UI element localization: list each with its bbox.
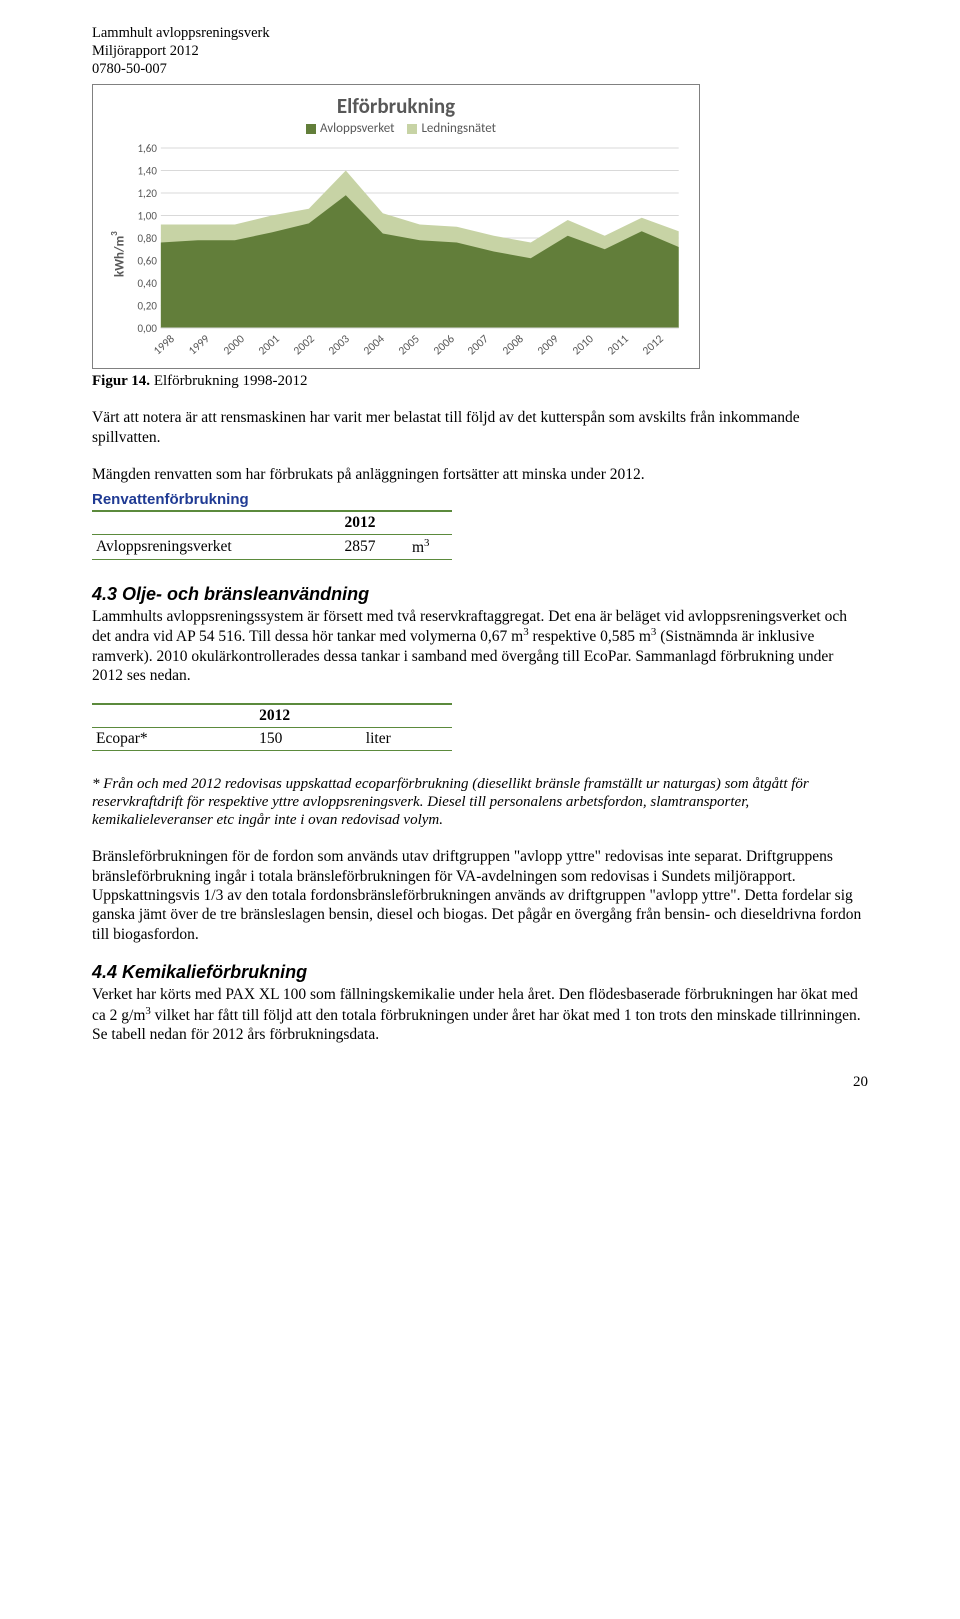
section-4-3-text: Lammhults avloppsreningssystem är förset…	[92, 607, 868, 686]
chart-plot: 0,00 0,20 0,40 0,60 0,80 1,00 1,20 1,40 1,60	[127, 144, 685, 334]
paragraph-2: Mängden renvatten som har förbrukats på …	[92, 465, 868, 484]
table1-title: Renvattenförbrukning	[92, 491, 868, 508]
header-line-2: Miljörapport 2012	[92, 42, 868, 60]
chart-ylabel: kWh/m3	[107, 144, 127, 364]
table-ecopar: 2012 Ecopar* 150 liter	[92, 703, 452, 751]
svg-text:0,40: 0,40	[138, 277, 158, 290]
table1-unit: m3	[408, 534, 452, 559]
legend-label-2: Ledningsnätet	[421, 121, 496, 136]
table2-footnote: * Från och med 2012 redovisas uppskattad…	[92, 775, 868, 829]
table2-value: 150	[255, 728, 362, 751]
section-4-3-heading: 4.3 Olje- och bränsleanvändning	[92, 584, 868, 605]
chart-xlabels: 1998199920002001200220032004200520062007…	[127, 334, 685, 364]
figure-caption-label: Figur 14.	[92, 373, 150, 389]
legend-swatch-1	[306, 124, 316, 134]
section-4-4-text: Verket har körts med PAX XL 100 som fäll…	[92, 985, 868, 1044]
table2-year: 2012	[255, 704, 362, 728]
figure-caption-text: Elförbrukning 1998-2012	[150, 373, 307, 389]
svg-text:1,60: 1,60	[138, 144, 158, 155]
svg-text:1,00: 1,00	[138, 210, 158, 223]
section-4-4-heading: 4.4 Kemikalieförbrukning	[92, 962, 868, 983]
paragraph-3: Bränsleförbrukningen för de fordon som a…	[92, 847, 868, 944]
table2-rowlabel: Ecopar*	[92, 728, 255, 751]
svg-text:0,20: 0,20	[138, 300, 158, 313]
svg-text:1,20: 1,20	[138, 187, 158, 200]
chart-title: Elförbrukning	[107, 93, 685, 119]
legend-label-1: Avloppsverket	[320, 121, 394, 136]
table1-rowlabel: Avloppsreningsverket	[92, 534, 341, 559]
chart-legend: Avloppsverket Ledningsnätet	[107, 121, 685, 136]
svg-text:0,80: 0,80	[138, 232, 158, 245]
header-line-1: Lammhult avloppsreningsverk	[92, 24, 868, 42]
chart-container: Elförbrukning Avloppsverket Ledningsnäte…	[92, 84, 700, 369]
paragraph-1: Värt att notera är att rensmaskinen har …	[92, 408, 868, 447]
legend-swatch-2	[407, 124, 417, 134]
svg-text:0,00: 0,00	[138, 322, 158, 334]
figure-caption: Figur 14. Elförbrukning 1998-2012	[92, 373, 868, 390]
table1-value: 2857	[341, 534, 408, 559]
table1-year: 2012	[341, 511, 408, 535]
svg-text:0,60: 0,60	[138, 255, 158, 268]
doc-header: Lammhult avloppsreningsverk Miljörapport…	[92, 24, 868, 78]
header-line-3: 0780-50-007	[92, 60, 868, 78]
table-renvatten: 2012 Avloppsreningsverket 2857 m3	[92, 510, 452, 560]
page-number: 20	[92, 1074, 868, 1091]
svg-text:1,40: 1,40	[138, 165, 158, 178]
table2-unit: liter	[362, 728, 452, 751]
